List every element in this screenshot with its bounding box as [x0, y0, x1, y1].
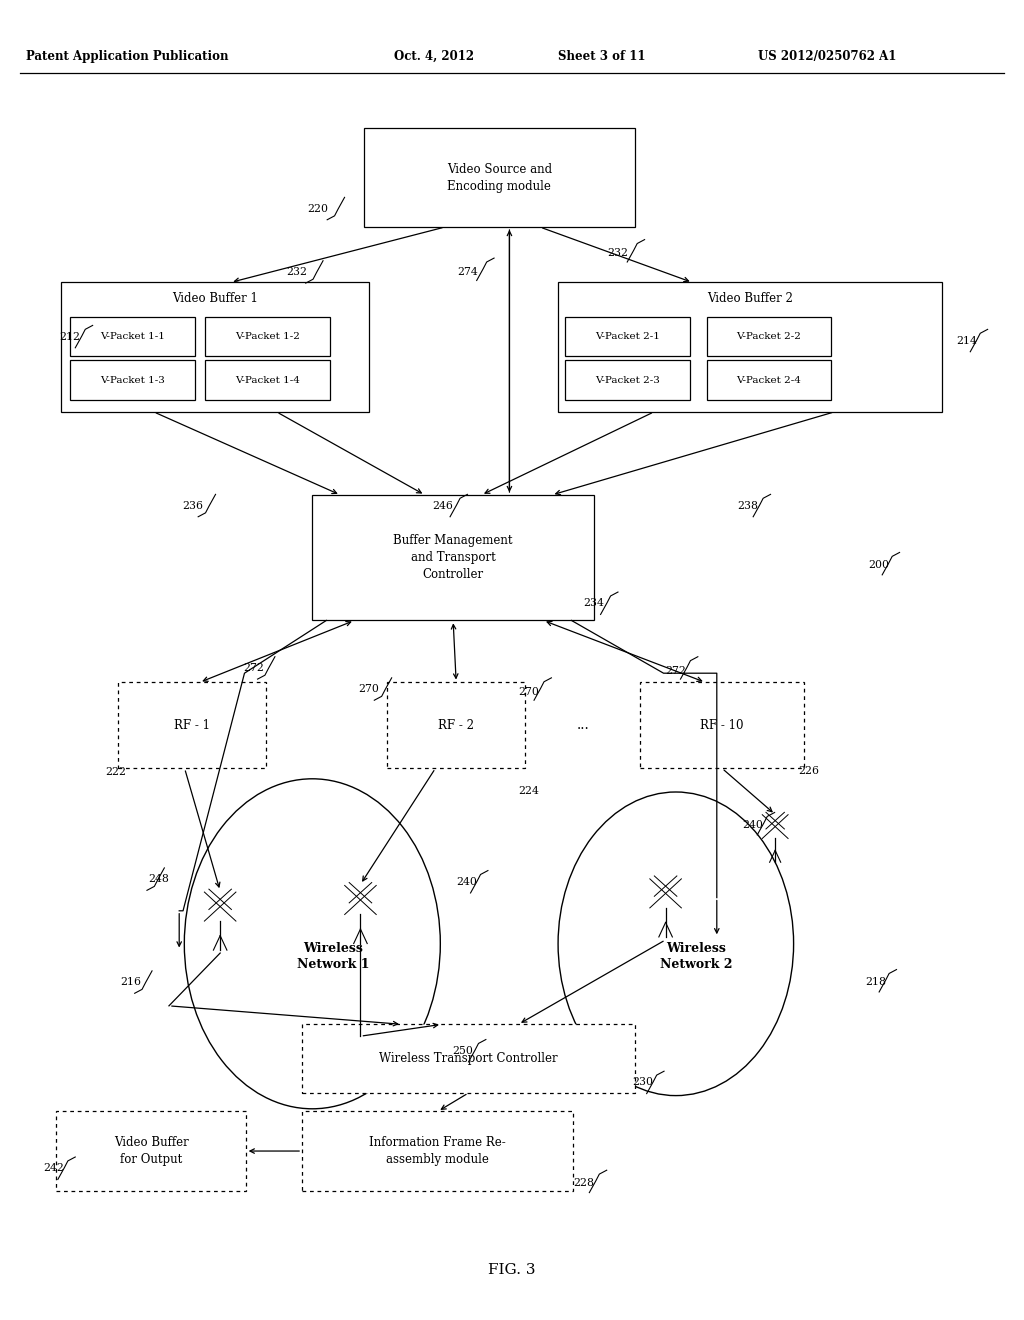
Bar: [70, 317, 195, 356]
Bar: [205, 360, 330, 400]
Text: 228: 228: [573, 1177, 594, 1188]
Text: US 2012/0250762 A1: US 2012/0250762 A1: [758, 50, 896, 63]
Bar: [56, 1111, 246, 1191]
Text: RF - 2: RF - 2: [438, 719, 474, 731]
Bar: [312, 495, 594, 620]
Bar: [118, 682, 266, 768]
Text: 230: 230: [633, 1077, 653, 1088]
Text: V-Packet 1-2: V-Packet 1-2: [234, 333, 300, 341]
Text: 272: 272: [666, 665, 686, 676]
Text: 270: 270: [518, 686, 539, 697]
Text: Patent Application Publication: Patent Application Publication: [26, 50, 228, 63]
Text: 250: 250: [453, 1045, 473, 1056]
Text: Wireless
Network 1: Wireless Network 1: [297, 942, 369, 972]
Bar: [707, 317, 831, 356]
Text: 236: 236: [182, 500, 203, 511]
Bar: [707, 360, 831, 400]
Text: RF - 10: RF - 10: [700, 719, 743, 731]
Text: 220: 220: [307, 203, 328, 214]
Text: 232: 232: [287, 267, 307, 277]
Text: Sheet 3 of 11: Sheet 3 of 11: [558, 50, 645, 63]
Text: 270: 270: [358, 684, 379, 694]
Text: 200: 200: [868, 560, 889, 570]
Text: 222: 222: [105, 767, 126, 777]
Text: Video Buffer 1: Video Buffer 1: [172, 292, 258, 305]
Bar: [565, 360, 690, 400]
Text: 248: 248: [148, 874, 169, 884]
Text: Information Frame Re-
assembly module: Information Frame Re- assembly module: [370, 1137, 506, 1166]
Text: Wireless Transport Controller: Wireless Transport Controller: [379, 1052, 558, 1065]
Bar: [565, 317, 690, 356]
Text: ...: ...: [577, 718, 589, 733]
Bar: [558, 282, 942, 412]
Circle shape: [558, 792, 794, 1096]
Bar: [640, 682, 804, 768]
Bar: [387, 682, 525, 768]
Text: 238: 238: [737, 500, 758, 511]
Text: 272: 272: [244, 663, 264, 673]
Text: Wireless
Network 2: Wireless Network 2: [660, 942, 732, 972]
Text: 218: 218: [865, 977, 886, 987]
Text: V-Packet 2-4: V-Packet 2-4: [736, 376, 802, 384]
Bar: [302, 1111, 573, 1191]
Text: FIG. 3: FIG. 3: [488, 1263, 536, 1276]
Text: 240: 240: [457, 876, 477, 887]
Text: Video Source and
Encoding module: Video Source and Encoding module: [446, 162, 552, 193]
Text: V-Packet 1-3: V-Packet 1-3: [99, 376, 165, 384]
Text: 232: 232: [607, 248, 628, 259]
Text: 216: 216: [121, 977, 141, 987]
Text: 274: 274: [458, 267, 478, 277]
Bar: [364, 128, 635, 227]
Text: RF - 1: RF - 1: [174, 719, 210, 731]
Text: 234: 234: [584, 598, 604, 609]
Circle shape: [184, 779, 440, 1109]
Text: Video Buffer 2: Video Buffer 2: [708, 292, 793, 305]
Bar: [302, 1024, 635, 1093]
Text: 242: 242: [43, 1163, 63, 1173]
Bar: [205, 317, 330, 356]
Bar: [61, 282, 369, 412]
Text: 224: 224: [518, 785, 539, 796]
Text: 214: 214: [956, 335, 977, 346]
Text: V-Packet 2-3: V-Packet 2-3: [595, 376, 660, 384]
Bar: [70, 360, 195, 400]
Text: 240: 240: [742, 820, 763, 830]
Text: V-Packet 1-1: V-Packet 1-1: [99, 333, 165, 341]
Text: Video Buffer
for Output: Video Buffer for Output: [114, 1137, 188, 1166]
Text: V-Packet 1-4: V-Packet 1-4: [234, 376, 300, 384]
Text: 246: 246: [432, 500, 453, 511]
Text: 212: 212: [59, 331, 80, 342]
Text: 226: 226: [799, 766, 819, 776]
Text: Buffer Management
and Transport
Controller: Buffer Management and Transport Controll…: [393, 535, 513, 581]
Text: V-Packet 2-1: V-Packet 2-1: [595, 333, 660, 341]
Text: Oct. 4, 2012: Oct. 4, 2012: [394, 50, 474, 63]
Text: V-Packet 2-2: V-Packet 2-2: [736, 333, 802, 341]
